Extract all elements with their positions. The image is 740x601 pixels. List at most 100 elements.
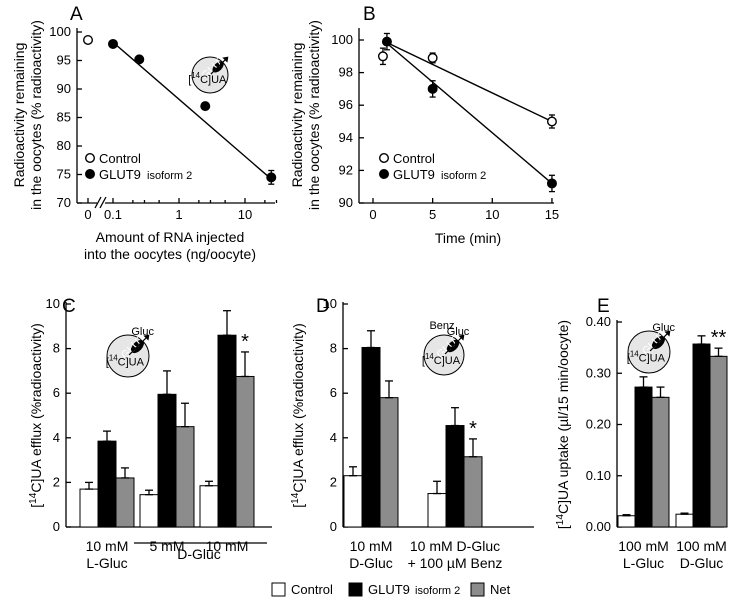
b-legend-glut9: GLUT9 <box>393 167 435 182</box>
e-ytick-label: 0.10 <box>586 468 611 483</box>
legend-label-net: Net <box>490 582 511 597</box>
c-ytick-label: 4 <box>53 430 60 445</box>
c-bar-g0-glut9 <box>97 440 117 528</box>
a-xtick-label: 10 <box>238 207 252 222</box>
c-inset-label: [14C]UA <box>106 353 145 368</box>
d-ytick-label: 6 <box>330 385 337 400</box>
legend-label-control: Control <box>291 582 333 597</box>
a-legend-isoform: isoform 2 <box>147 170 192 182</box>
c-group-label-1-0: 5 mM <box>150 538 185 554</box>
d-bar-g0-glut9 <box>361 346 381 528</box>
b-xtick-label: 0 <box>369 207 376 222</box>
a-xlabel-1: into the oocytes (ng/oocyte) <box>84 246 256 262</box>
b-point-control-1 <box>427 52 438 63</box>
e-substrate-label: Gluc <box>652 322 675 334</box>
e-significance-star: ** <box>711 327 727 349</box>
a-point-control <box>82 34 93 45</box>
c-ytick-label: 8 <box>53 341 60 356</box>
b-xtick-label: 10 <box>485 207 499 222</box>
e-bar-g1-control <box>675 513 694 528</box>
c-bar-g0-net <box>115 477 135 528</box>
legend-swatch-net <box>470 582 485 597</box>
b-legend-control: Control <box>393 151 435 166</box>
legend-swatch-control <box>271 582 286 597</box>
b-point-glut9-0 <box>381 36 392 47</box>
b-fit-control <box>384 40 553 123</box>
c-bar-g1-net <box>175 426 195 528</box>
e-bar-g1-glut9 <box>692 343 711 528</box>
c-ytick-label: 6 <box>53 385 60 400</box>
b-ytick-label: 98 <box>339 65 353 80</box>
c-bracket-label: D-Gluc <box>177 546 221 562</box>
c-arrowhead <box>143 334 150 341</box>
a-ytick-label: 80 <box>57 138 71 153</box>
e-group-label-1-0: 100 mM <box>676 538 727 554</box>
e-ytick-label: 0.40 <box>586 314 611 329</box>
c-bar-g2-control <box>199 485 219 528</box>
c-bar-g2-net <box>235 375 255 528</box>
a-ytick-label: 95 <box>57 53 71 68</box>
a-ytick-label: 70 <box>57 195 71 210</box>
b-ytick-label: 96 <box>339 97 353 112</box>
d-ytick-label: 2 <box>330 474 337 489</box>
e-bar-g0-control <box>617 515 636 528</box>
e-arrowhead <box>664 330 671 337</box>
a-legend-glut9: GLUT9 <box>99 167 141 182</box>
d-substrate-label: Gluc <box>447 326 470 338</box>
panel-letter-C: C <box>62 296 76 317</box>
b-point-glut9-1 <box>427 83 438 94</box>
d-arrowhead <box>458 334 465 341</box>
b-fit-glut9 <box>384 41 553 184</box>
a-point-glut9-0 <box>107 38 118 49</box>
d-bar-g1-glut9 <box>445 425 465 528</box>
d-ytick-label: 10 <box>323 296 337 311</box>
a-legend-marker-control <box>84 152 95 163</box>
d-group-label-1-1: + 100 µM Benz <box>408 555 503 571</box>
c-bar-g0-control <box>79 488 99 528</box>
e-ytick-label: 0.30 <box>586 365 611 380</box>
a-legend-marker-glut9 <box>84 168 95 179</box>
d-group-label-0-1: D-Gluc <box>349 555 393 571</box>
e-group-label-0-1: L-Gluc <box>623 555 664 571</box>
a-ytick-label: 85 <box>57 110 71 125</box>
b-xtick-label: 5 <box>429 207 436 222</box>
a-legend-control: Control <box>99 151 141 166</box>
a-point-glut9-3 <box>266 172 277 183</box>
b-point-control-2 <box>546 116 557 127</box>
panel-letter-A: A <box>70 4 83 25</box>
b-legend-marker-control <box>379 152 390 163</box>
c-ytick-label: 10 <box>46 296 60 311</box>
d-arrow <box>444 335 464 355</box>
d-inhibitor-label: Benz <box>429 320 454 332</box>
a-xtick-label: 0 <box>84 207 91 222</box>
b-ylabel-1: in the oocytes (% radioactivity) <box>306 20 322 210</box>
d-ytick-label: 8 <box>330 341 337 356</box>
a-xlabel-0: Amount of RNA injected <box>96 229 245 245</box>
a-point-glut9-2 <box>200 101 211 112</box>
b-ytick-label: 100 <box>331 32 353 47</box>
a-ytick-label: 90 <box>57 81 71 96</box>
d-bar-g1-control <box>427 493 447 528</box>
d-significance-star: * <box>469 418 477 440</box>
d-bar-g1-net <box>463 456 483 528</box>
c-substrate-label: Gluc <box>131 326 154 338</box>
d-bar-g0-net <box>379 397 399 528</box>
a-fit-line <box>112 41 272 180</box>
c-group-label-2-0: 10 mM <box>206 538 249 554</box>
d-ytick-label: 4 <box>330 430 337 445</box>
e-inset-label: [14C]UA <box>627 349 666 364</box>
c-significance-star: * <box>241 331 249 353</box>
c-ylabel-0: [14C]UA efflux (%radioactivity) <box>28 323 44 507</box>
panel-letter-D: D <box>316 296 330 317</box>
e-ytick-label: 0.20 <box>586 417 611 432</box>
panel-letter-E: E <box>597 296 610 317</box>
b-xlabel: Time (min) <box>435 230 501 246</box>
e-group-label-1-1: D-Gluc <box>680 555 724 571</box>
legend-label-isoform: isoform 2 <box>415 585 460 597</box>
a-ytick-label: 100 <box>49 24 71 39</box>
d-group-label-1-0: 10 mM D-Gluc <box>410 538 500 554</box>
panel-letter-B: B <box>363 4 376 25</box>
b-ytick-label: 92 <box>339 162 353 177</box>
